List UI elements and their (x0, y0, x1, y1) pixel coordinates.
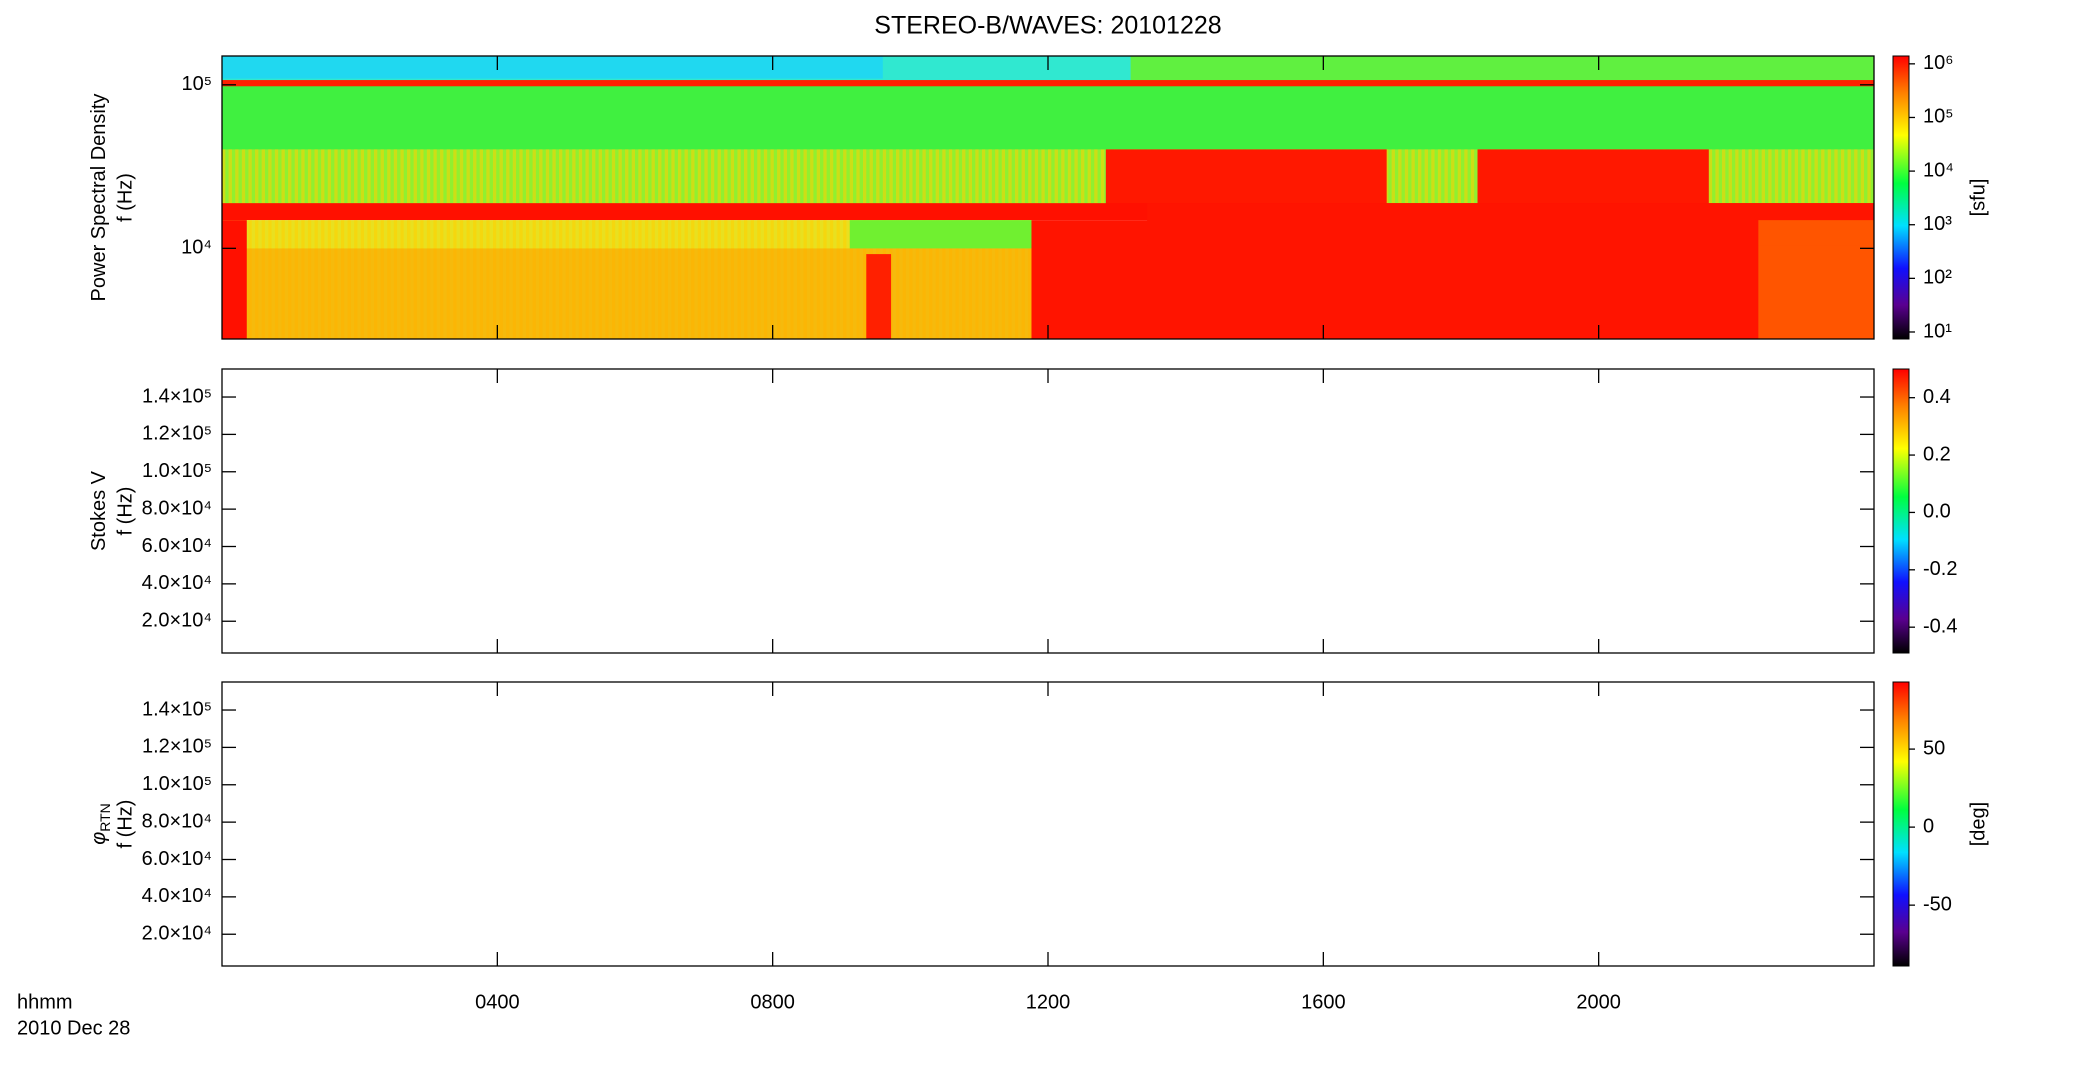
y-axis-label: Stokes V (88, 470, 110, 551)
colorbar-tick-label: 50 (1923, 737, 1945, 759)
plot-frame (221, 681, 1875, 967)
colorbar (1892, 681, 1910, 967)
y-tick-label: 4.0×10⁴ (142, 572, 212, 594)
colorbar-tick-label: 10⁵ (1923, 106, 1954, 128)
spectrogram-image (222, 56, 1874, 339)
y-tick-label: 2.0×10⁴ (142, 923, 212, 945)
y-tick-label: 6.0×10⁴ (142, 535, 212, 557)
x-tick-label: 2000 (1576, 991, 1621, 1013)
y-tick-label: 10⁴ (181, 237, 212, 259)
y-tick-label: 6.0×10⁴ (142, 848, 212, 870)
y-tick-label: 2.0×10⁴ (142, 610, 212, 632)
y-tick-label: 1.4×10⁵ (142, 698, 212, 720)
colorbar-tick-label: 0.2 (1923, 443, 1951, 465)
y-axis-label-text: Power Spectral Density (88, 94, 110, 302)
colorbar-tick-label: 10⁶ (1923, 52, 1953, 74)
colorbar-tick-label: 0.4 (1923, 386, 1951, 408)
y-axis-label-2: f (Hz) (114, 487, 136, 536)
colorbar-tick-label: 10⁴ (1923, 159, 1954, 181)
y-tick-label: 1.2×10⁵ (142, 736, 212, 758)
colorbar-unit: [deg] (1967, 802, 1989, 846)
y-axis-label: φRTN (88, 803, 112, 845)
colorbar-tick-label: -0.2 (1923, 558, 1957, 580)
colorbar-tick-label: -0.4 (1923, 615, 1957, 637)
y-axis-label-2: f (Hz) (114, 173, 136, 222)
x-tick-label: 0400 (475, 991, 520, 1013)
y-axis-label-2: f (Hz) (114, 800, 136, 849)
colorbar-tick-label: 10³ (1923, 213, 1952, 235)
y-tick-label: 8.0×10⁴ (142, 810, 212, 832)
colorbar-tick-label: -50 (1923, 893, 1952, 915)
y-tick-label: 10⁵ (181, 73, 212, 95)
x-axis-label: hhmm (17, 991, 73, 1013)
y-axis-label-sub: RTN (97, 803, 113, 832)
colorbar-tick-label: 10¹ (1923, 320, 1952, 342)
date-label: 2010 Dec 28 (17, 1017, 130, 1039)
x-tick-label: 1600 (1301, 991, 1346, 1013)
y-tick-label: 4.0×10⁴ (142, 885, 212, 907)
colorbar (1892, 368, 1910, 654)
x-tick-label: 1200 (1026, 991, 1071, 1013)
y-axis-label: Power Spectral Density (88, 94, 110, 302)
colorbar-tick-label: 0.0 (1923, 501, 1951, 523)
y-tick-label: 1.0×10⁵ (142, 773, 212, 795)
x-tick-label: 0800 (750, 991, 795, 1013)
colorbar-tick-label: 0 (1923, 815, 1934, 837)
colorbar-tick-label: 10² (1923, 267, 1952, 289)
plot-frame (221, 368, 1875, 654)
chart-title: STEREO-B/WAVES: 20101228 (874, 12, 1221, 40)
y-axis-label-text: φ (88, 832, 110, 845)
y-tick-label: 1.0×10⁵ (142, 460, 212, 482)
y-tick-label: 8.0×10⁴ (142, 497, 212, 519)
colorbar (1892, 55, 1910, 340)
y-tick-label: 1.2×10⁵ (142, 423, 212, 445)
colorbar-unit: [sfu] (1967, 179, 1989, 217)
y-tick-label: 1.4×10⁵ (142, 385, 212, 407)
y-axis-label-text: Stokes V (88, 470, 110, 551)
